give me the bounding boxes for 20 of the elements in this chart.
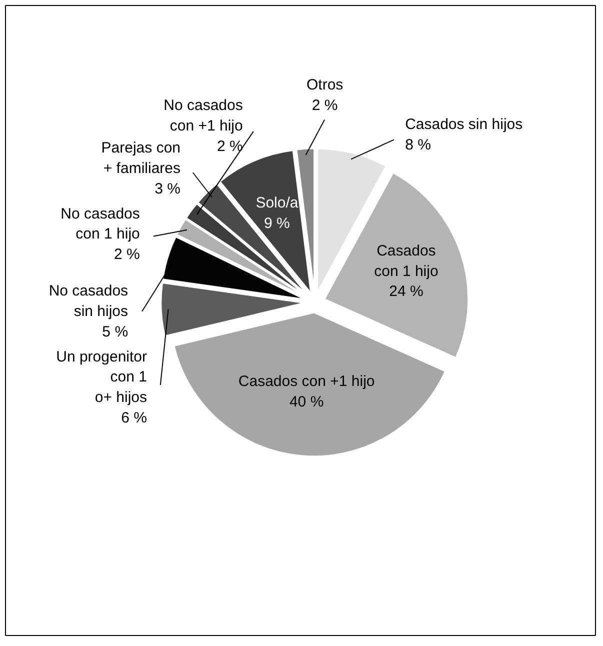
slice-label: Parejas con + familiares (101, 140, 181, 178)
slice-label: Casados con +1 hijo (238, 373, 375, 390)
slice-label: Solo/a (256, 194, 299, 212)
data-label: 5 % (102, 324, 128, 341)
data-label: 6 % (121, 410, 148, 427)
slice-label: Casados con 1 hijo (374, 242, 438, 280)
data-label: 2 % (114, 246, 140, 264)
slice-label: Un progenitor con 1 o+ hijos (56, 348, 148, 406)
data-label: 3 % (154, 180, 181, 198)
data-label: 2 % (312, 97, 338, 114)
data-label: 40 % (289, 394, 324, 410)
data-label: 8 % (405, 136, 431, 154)
slice-label: No casados con +1 hijo (164, 97, 243, 135)
data-label: 9 % (264, 214, 290, 232)
slice-label: Otros (306, 76, 344, 94)
slice-label: No casados sin hijos (48, 282, 128, 320)
slice-label: No casados con 1 hijo (60, 205, 140, 243)
slice-label: Casados sin hijos (405, 116, 523, 133)
data-label: 2 % (217, 138, 243, 156)
data-label: 24 % (389, 283, 424, 300)
